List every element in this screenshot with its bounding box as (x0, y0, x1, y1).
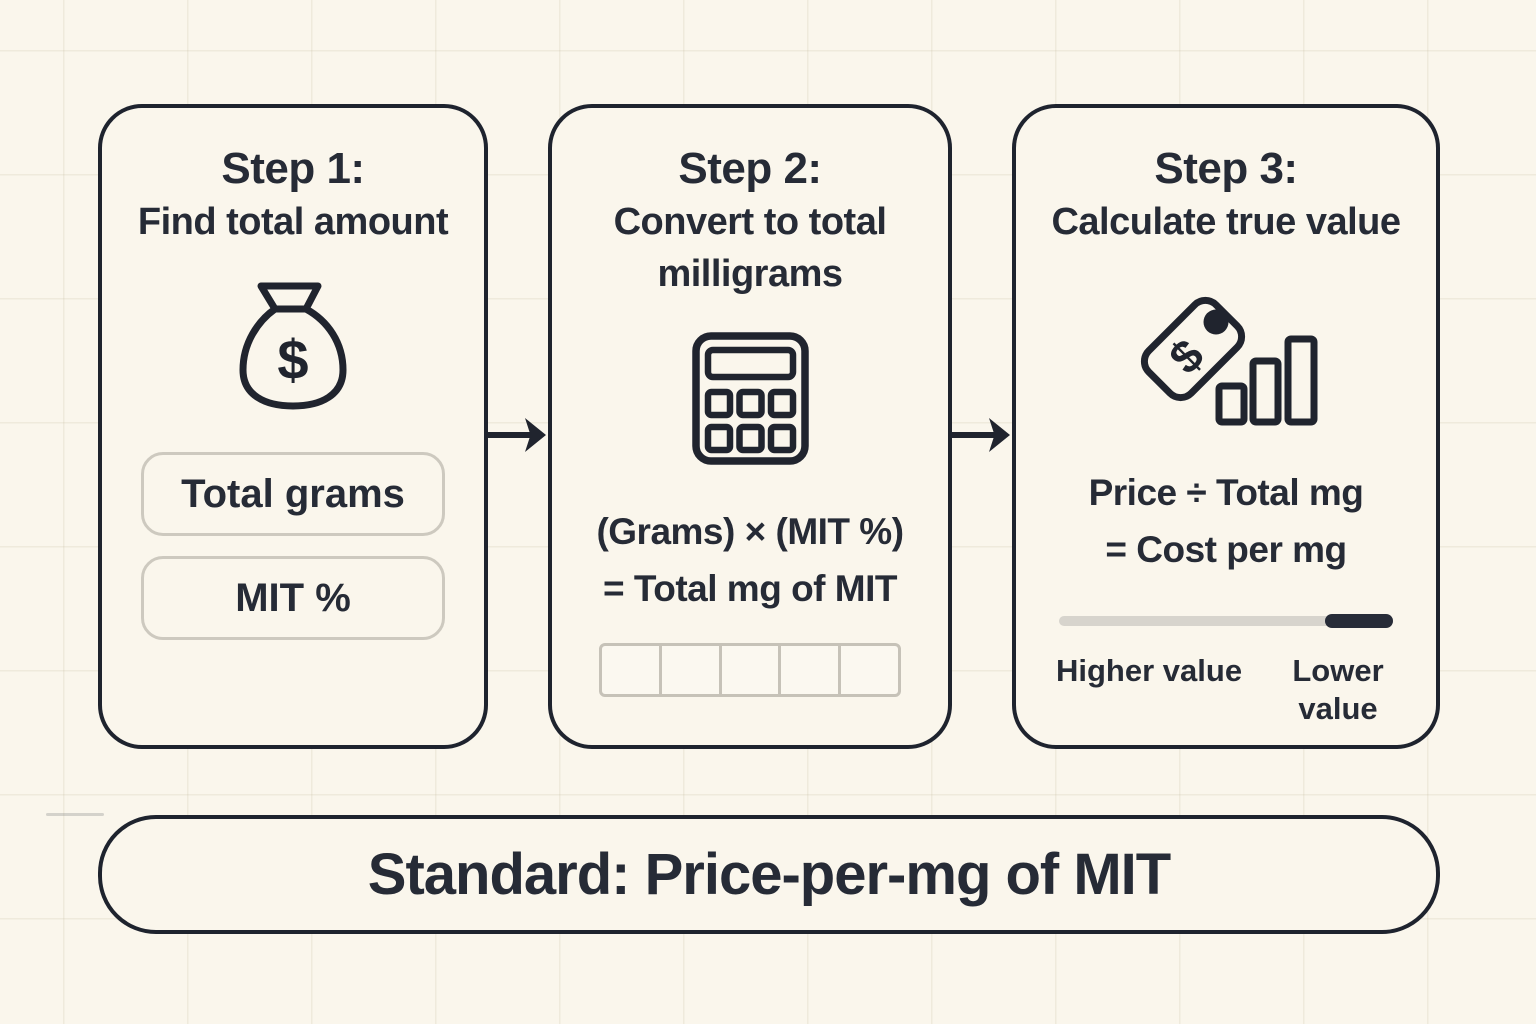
empty-input-cells (599, 643, 901, 697)
arrow-right-icon (484, 413, 548, 457)
empty-cell (602, 646, 659, 694)
step-2-formula-line-1: (Grams) × (MIT %) (596, 511, 904, 552)
price-tag-chart-icon: $ (1016, 288, 1436, 428)
step-1-card: Step 1: Find total amount $ Total grams … (98, 104, 488, 749)
calculator-icon (552, 332, 948, 465)
standard-banner: Standard: Price-per-mg of MIT (98, 815, 1440, 934)
step-2-card: Step 2: Convert to total milligrams (Gra… (548, 104, 952, 749)
mit-percent-field: MIT % (141, 556, 445, 640)
svg-text:$: $ (277, 328, 308, 391)
step-3-card: Step 3: Calculate true value $ Price ÷ T… (1012, 104, 1440, 749)
mit-percent-label: MIT % (235, 575, 351, 620)
step-3-formula-line-1: Price ÷ Total mg (1088, 472, 1364, 513)
step-1-title: Step 1: (221, 144, 365, 193)
step-2-subtitle: Convert to total milligrams (613, 201, 887, 295)
slider-track (1059, 616, 1393, 626)
value-scale-slider (1059, 614, 1393, 628)
empty-cell (658, 646, 719, 694)
step-3-formula-line-2: = Cost per mg (1105, 529, 1347, 570)
total-grams-field: Total grams (141, 452, 445, 536)
step-3-subtitle: Calculate true value (1051, 201, 1401, 243)
lower-value-label: Lower value (1292, 653, 1384, 726)
slider-fill (1325, 614, 1393, 628)
empty-cell (718, 646, 779, 694)
step-3-title: Step 3: (1154, 144, 1298, 193)
step-2-formula-line-2: = Total mg of MIT (603, 568, 898, 609)
arrow-right-icon (948, 413, 1012, 457)
empty-cell (778, 646, 838, 694)
step-1-subtitle: Find total amount (137, 201, 449, 243)
total-grams-label: Total grams (181, 471, 405, 516)
higher-value-label: Higher value (1056, 653, 1243, 688)
standard-banner-text: Standard: Price-per-mg of MIT (367, 842, 1171, 907)
step-2-title: Step 2: (678, 144, 822, 193)
money-bag-icon: $ (102, 282, 484, 410)
stray-mark (46, 813, 104, 816)
empty-cell (838, 646, 898, 694)
